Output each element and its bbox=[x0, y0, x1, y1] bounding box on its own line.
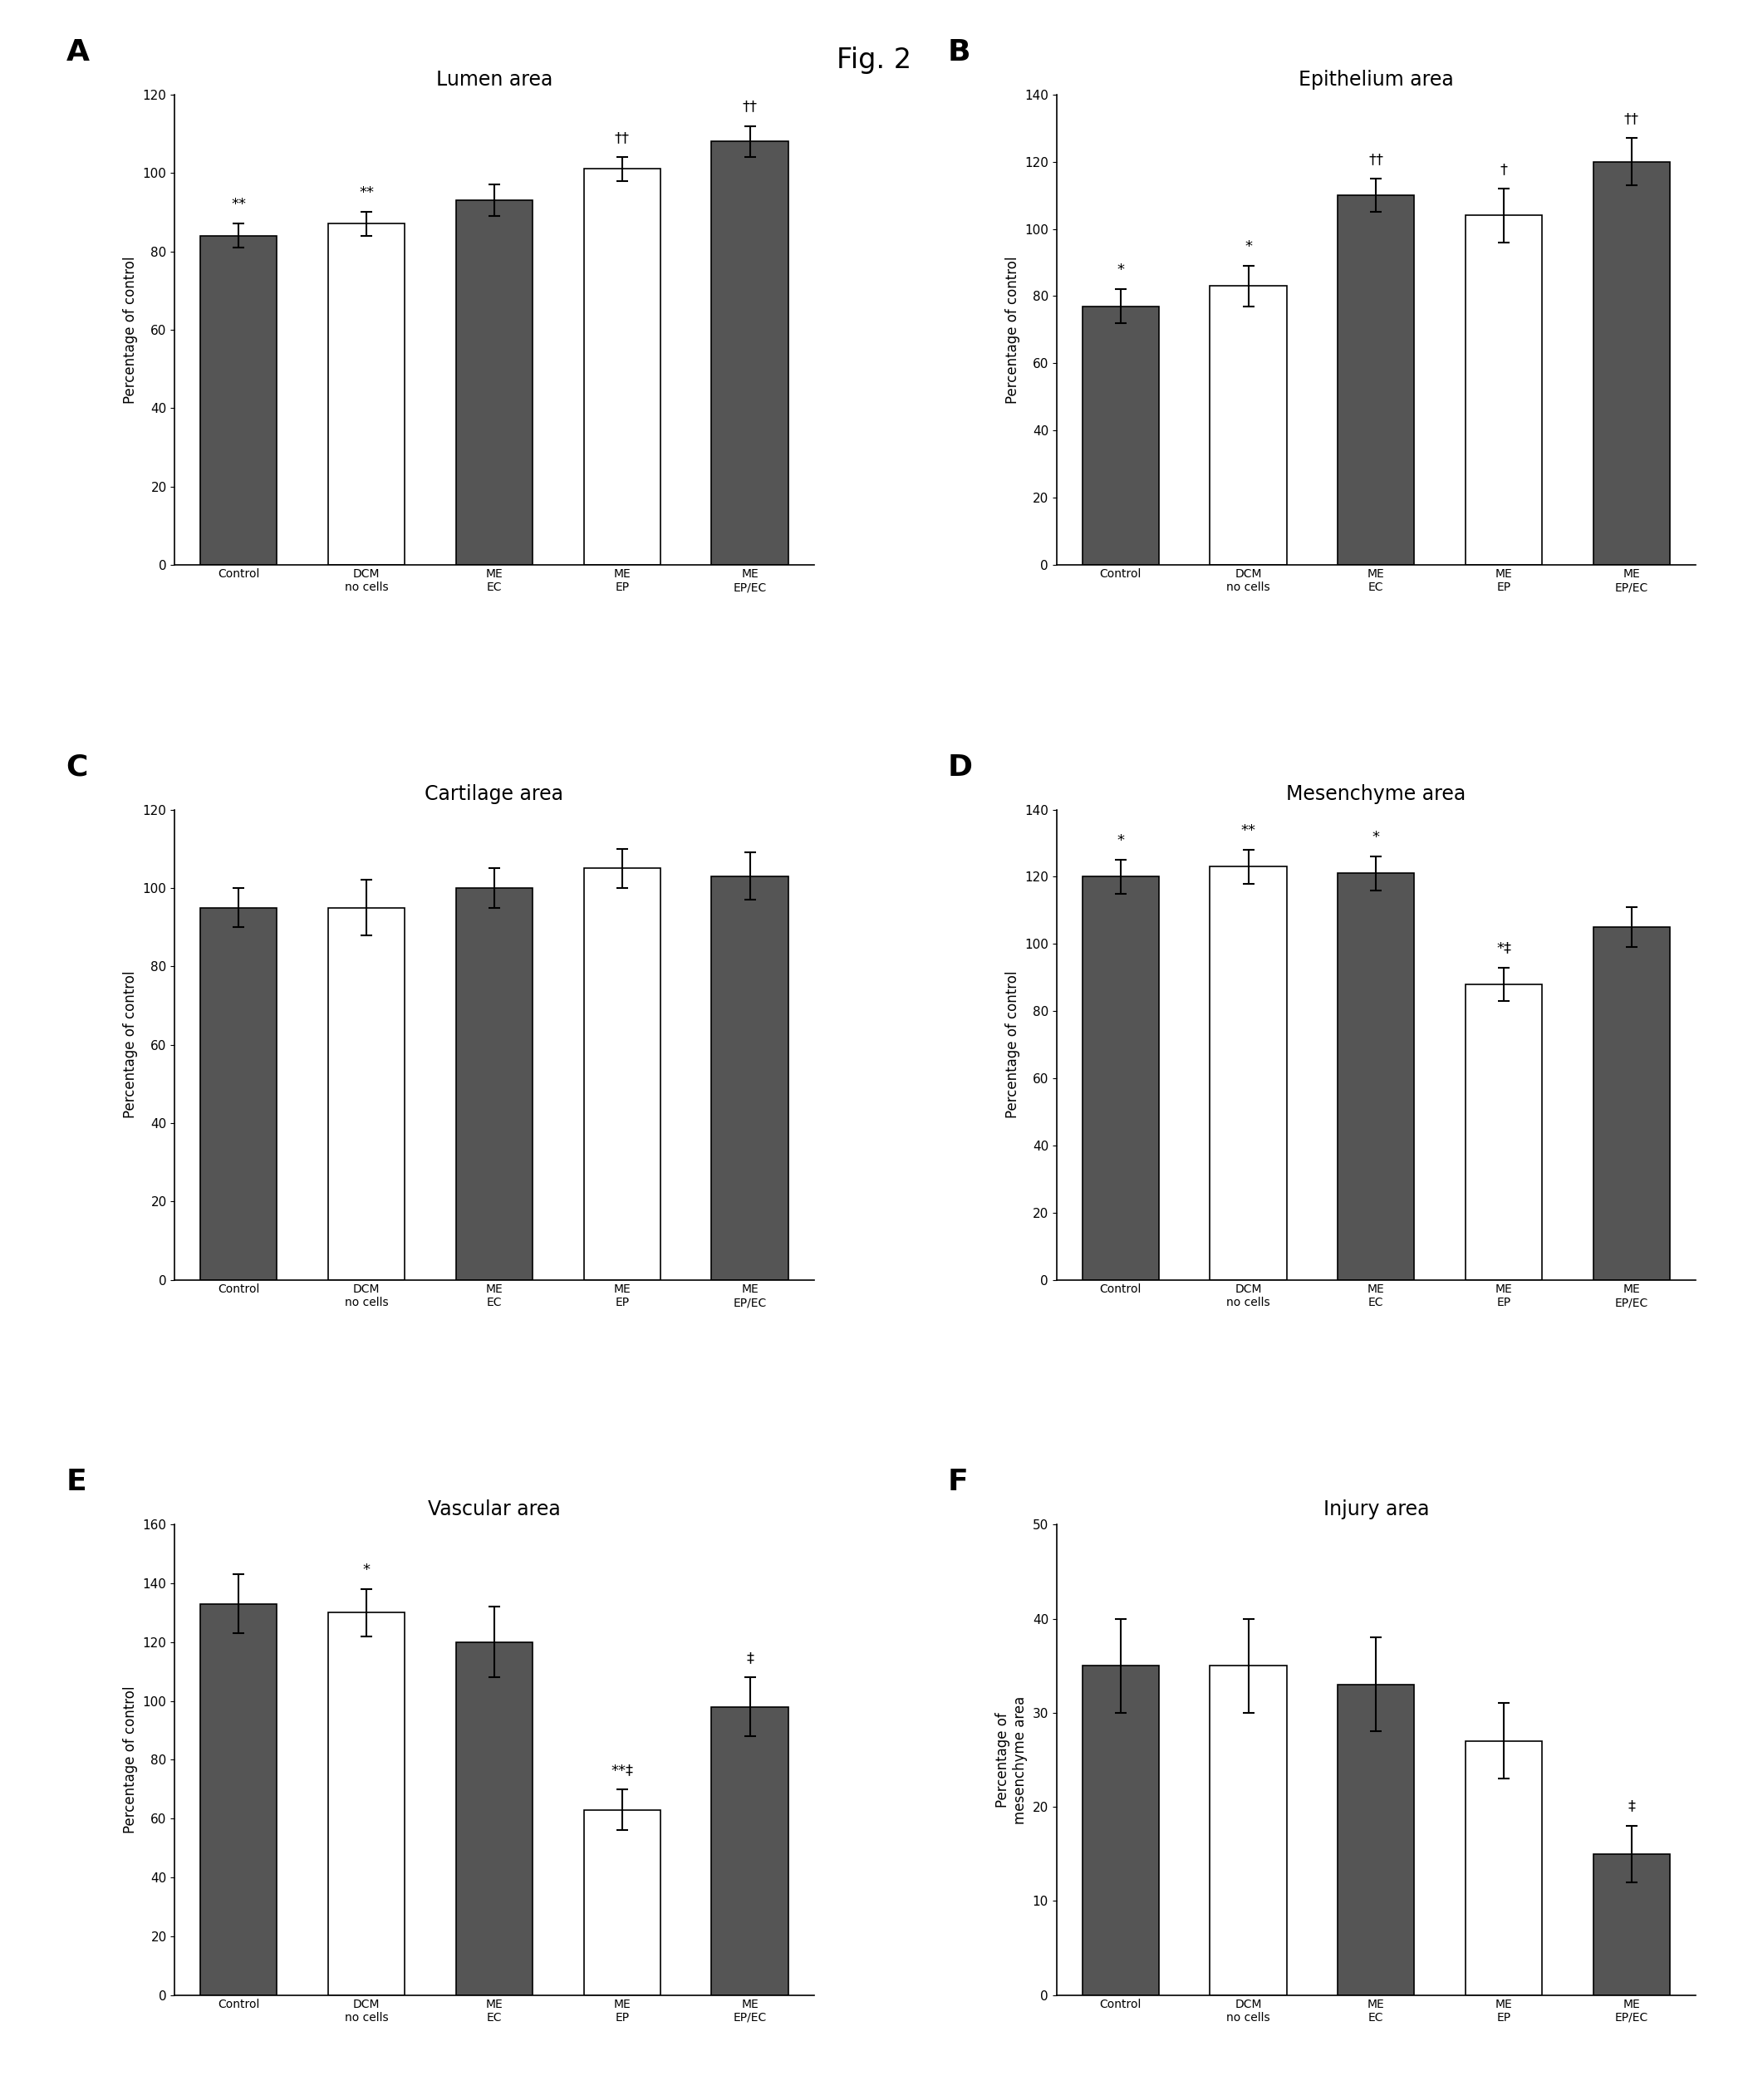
Bar bbox=[329, 1613, 406, 1995]
Y-axis label: Percentage of control: Percentage of control bbox=[122, 256, 138, 403]
Text: E: E bbox=[66, 1468, 87, 1497]
Text: *: * bbox=[1117, 834, 1124, 848]
Bar bbox=[329, 225, 406, 565]
Bar bbox=[1465, 216, 1542, 565]
Bar bbox=[711, 876, 788, 1281]
Y-axis label: Percentage of control: Percentage of control bbox=[122, 970, 138, 1119]
Text: †: † bbox=[1500, 162, 1507, 176]
Text: ‡: ‡ bbox=[746, 1651, 753, 1665]
Text: *: * bbox=[364, 1562, 371, 1577]
Text: *: * bbox=[1245, 239, 1252, 254]
Text: **‡: **‡ bbox=[610, 1762, 633, 1777]
Text: **: ** bbox=[1241, 823, 1255, 838]
Bar bbox=[1465, 985, 1542, 1281]
Bar bbox=[1210, 867, 1287, 1281]
Title: Mesenchyme area: Mesenchyme area bbox=[1287, 785, 1467, 804]
Text: ††: †† bbox=[1369, 151, 1384, 166]
Bar bbox=[1594, 1854, 1669, 1995]
Bar bbox=[584, 867, 661, 1281]
Text: *‡: *‡ bbox=[1496, 941, 1512, 956]
Text: Fig. 2: Fig. 2 bbox=[837, 46, 911, 74]
Title: Cartilage area: Cartilage area bbox=[425, 785, 563, 804]
Bar bbox=[329, 907, 406, 1281]
Bar bbox=[1337, 1684, 1414, 1995]
Bar bbox=[584, 168, 661, 565]
Text: *: * bbox=[1372, 830, 1379, 844]
Bar bbox=[1210, 286, 1287, 565]
Text: C: C bbox=[66, 754, 87, 781]
Bar bbox=[1082, 1665, 1159, 1995]
Bar bbox=[1210, 1665, 1287, 1995]
Bar bbox=[1594, 162, 1669, 565]
Text: *: * bbox=[1117, 262, 1124, 277]
Bar bbox=[584, 1810, 661, 1995]
Text: **: ** bbox=[231, 197, 246, 212]
Bar bbox=[456, 1642, 533, 1995]
Bar bbox=[201, 235, 276, 565]
Bar bbox=[1337, 195, 1414, 565]
Title: Injury area: Injury area bbox=[1323, 1499, 1430, 1520]
Bar bbox=[711, 1707, 788, 1995]
Text: ††: †† bbox=[615, 130, 629, 145]
Y-axis label: Percentage of
mesenchyme area: Percentage of mesenchyme area bbox=[996, 1695, 1028, 1825]
Text: A: A bbox=[66, 38, 89, 67]
Title: Vascular area: Vascular area bbox=[428, 1499, 561, 1520]
Y-axis label: Percentage of control: Percentage of control bbox=[1005, 970, 1019, 1119]
Title: Epithelium area: Epithelium area bbox=[1299, 69, 1454, 90]
Text: D: D bbox=[947, 754, 974, 781]
Title: Lumen area: Lumen area bbox=[435, 69, 552, 90]
Bar bbox=[1594, 926, 1669, 1281]
Y-axis label: Percentage of control: Percentage of control bbox=[1005, 256, 1019, 403]
Bar bbox=[1337, 874, 1414, 1281]
Text: ††: †† bbox=[743, 99, 757, 113]
Bar bbox=[1082, 307, 1159, 565]
Bar bbox=[456, 888, 533, 1281]
Bar bbox=[456, 200, 533, 565]
Text: B: B bbox=[947, 38, 970, 67]
Text: **: ** bbox=[358, 185, 374, 200]
Bar bbox=[1082, 876, 1159, 1281]
Bar bbox=[201, 1604, 276, 1995]
Bar bbox=[711, 141, 788, 565]
Bar bbox=[1465, 1741, 1542, 1995]
Text: F: F bbox=[947, 1468, 968, 1497]
Bar bbox=[201, 907, 276, 1281]
Y-axis label: Percentage of control: Percentage of control bbox=[122, 1686, 138, 1833]
Text: ††: †† bbox=[1624, 111, 1640, 126]
Text: ‡: ‡ bbox=[1627, 1800, 1636, 1814]
